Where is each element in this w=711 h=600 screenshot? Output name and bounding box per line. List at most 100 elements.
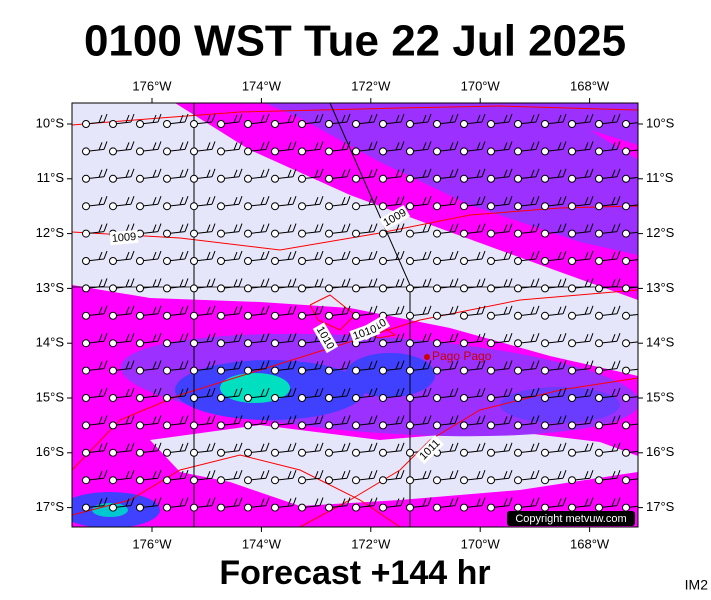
barb-flag <box>319 168 324 177</box>
wind-barb <box>136 387 162 402</box>
barb-flag <box>503 471 508 479</box>
station <box>433 311 441 320</box>
barb-flag <box>260 416 265 425</box>
wind-barb <box>460 497 486 512</box>
wind-barb <box>217 196 243 211</box>
barb-flag <box>584 306 589 315</box>
barb-flag <box>611 388 616 397</box>
barb-flag <box>179 361 184 370</box>
barb-flag <box>508 305 513 314</box>
station <box>163 394 171 402</box>
station <box>487 120 495 128</box>
wind-barb <box>460 360 486 375</box>
barb-flag <box>287 224 292 233</box>
barb-flag <box>233 279 238 288</box>
barb-flag <box>157 196 162 205</box>
barb-flag <box>184 278 189 287</box>
station <box>217 120 225 128</box>
barb-flag <box>346 442 351 451</box>
lat-label: 15°S <box>646 389 675 404</box>
station <box>622 147 630 156</box>
wind-barb <box>541 223 567 238</box>
wind-barb <box>379 470 405 485</box>
wind-barb <box>109 305 135 320</box>
barb-flag <box>341 416 346 425</box>
station <box>298 503 306 512</box>
wind-barb <box>163 470 189 485</box>
wind-barb <box>460 113 486 128</box>
barb-flag <box>503 416 508 425</box>
wind-barb <box>325 223 351 238</box>
barb-flag <box>476 279 481 288</box>
barb-flag <box>616 387 621 397</box>
barb-flag <box>373 360 378 369</box>
station <box>622 503 630 512</box>
barb-flag <box>616 415 621 424</box>
station <box>595 202 603 211</box>
station <box>568 229 576 238</box>
wind-barb <box>163 360 189 375</box>
barb-flag <box>152 361 157 370</box>
barb-flag <box>639 115 642 123</box>
barb-flag <box>639 389 642 397</box>
station <box>595 421 603 430</box>
barb-flag <box>476 416 481 425</box>
barb-flag <box>476 334 481 342</box>
barb-flag <box>373 442 378 451</box>
wind-barb <box>244 333 270 348</box>
lat-label: 14°S <box>36 335 65 350</box>
station <box>595 257 603 265</box>
barb-flag <box>535 387 540 397</box>
station <box>352 120 360 128</box>
wind-barb <box>541 113 567 128</box>
barb-flag <box>481 497 486 506</box>
barb-flag <box>287 416 292 425</box>
barb-flag <box>644 415 647 423</box>
wind-barb <box>271 113 297 128</box>
barb-flag <box>233 471 238 479</box>
station <box>244 448 252 457</box>
station <box>595 339 603 348</box>
barb-flag <box>508 113 513 123</box>
wind-barb <box>433 196 459 211</box>
barb-flag <box>449 416 454 425</box>
station <box>568 476 576 485</box>
barb-flag <box>319 387 324 397</box>
barb-flag <box>639 225 642 233</box>
barb-flag <box>368 279 373 288</box>
wind-barb <box>460 196 486 211</box>
barb-flag <box>395 306 400 315</box>
station <box>325 174 333 183</box>
station <box>109 366 117 375</box>
barb-flag <box>476 471 481 479</box>
barb-flag <box>319 497 324 506</box>
barb-flag <box>503 169 508 178</box>
lon-label: 176°W <box>132 78 172 93</box>
barb-flag <box>260 306 265 315</box>
barb-flag <box>589 415 594 424</box>
station <box>541 147 549 156</box>
wind-barb <box>352 168 378 183</box>
station <box>352 503 360 512</box>
wind-barb <box>568 250 594 265</box>
station <box>541 476 549 485</box>
wind-barb <box>622 202 638 211</box>
barb-flag <box>179 114 184 123</box>
station <box>622 311 630 320</box>
barb-flag <box>535 278 540 287</box>
barb-flag <box>206 443 211 452</box>
station <box>568 448 576 457</box>
station <box>379 147 387 156</box>
barb-flag <box>152 251 157 260</box>
barb-flag <box>157 415 162 424</box>
station <box>109 394 117 402</box>
wind-barb <box>82 360 108 375</box>
wind-barb <box>487 113 513 128</box>
station <box>460 284 468 293</box>
wind-barb <box>622 415 647 430</box>
station <box>136 202 144 211</box>
barb-flag <box>530 197 535 205</box>
station <box>109 339 117 348</box>
wind-barb <box>298 497 324 512</box>
wind-barb <box>163 333 189 348</box>
